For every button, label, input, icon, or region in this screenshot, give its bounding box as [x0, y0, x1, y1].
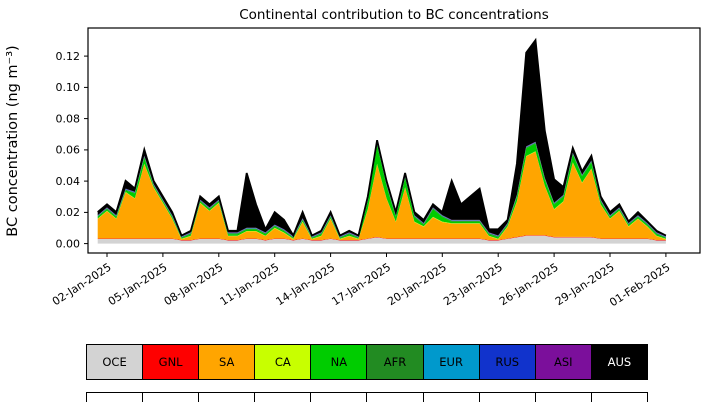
legend: OCE GNL SA CA NA AFR EUR RUS ASI AUS [86, 344, 648, 380]
y-tick-label: 0.06 [56, 144, 81, 157]
area-series-SA [97, 151, 666, 240]
legend-label-EUR: EUR [439, 355, 463, 369]
area-series-GNL [97, 235, 666, 241]
legend-row2-cell [590, 392, 648, 402]
legend-label-AFR: AFR [383, 355, 407, 369]
legend-row2-cell [422, 392, 480, 402]
legend-item-AUS: AUS [590, 344, 648, 380]
legend-label-GNL: GNL [158, 355, 183, 369]
legend-item-AFR: AFR [366, 344, 424, 380]
chart-title: Continental contribution to BC concentra… [239, 7, 549, 23]
y-tick-label: 0.02 [56, 206, 81, 219]
area-series-OCE [97, 235, 666, 244]
legend-item-RUS: RUS [478, 344, 536, 380]
legend-item-SA: SA [198, 344, 256, 380]
x-tick-label: 02-Jan-2025 [50, 261, 114, 309]
legend-label-RUS: RUS [495, 355, 520, 369]
legend-item-CA: CA [254, 344, 312, 380]
y-tick-label: 0.12 [56, 50, 81, 63]
legend-label-SA: SA [219, 355, 235, 369]
total-envelope-line [97, 37, 667, 238]
y-axis-label: BC concentration (ng m⁻³) [5, 45, 21, 237]
x-tick-label: 26-Jan-2025 [497, 261, 561, 309]
x-tick-label: 14-Jan-2025 [274, 261, 338, 309]
legend-label-NA: NA [330, 355, 348, 369]
legend-item-EUR: EUR [422, 344, 480, 380]
legend-row2-cell [478, 392, 536, 402]
y-tick-label: 0.00 [56, 237, 81, 250]
legend-row2-cell [198, 392, 256, 402]
legend-row2-cell [534, 392, 592, 402]
legend-item-GNL: GNL [142, 344, 200, 380]
y-tick-label: 0.08 [56, 112, 81, 125]
x-tick-label: 01-Feb-2025 [607, 261, 672, 310]
x-tick-label: 11-Jan-2025 [218, 261, 282, 309]
legend-label-ASI: ASI [554, 355, 573, 369]
plot-border [87, 27, 701, 254]
legend-second-row-clipped [86, 392, 648, 402]
area-series-NA [97, 143, 666, 239]
x-tick-label: 29-Jan-2025 [553, 261, 617, 309]
legend-item-NA: NA [310, 344, 368, 380]
y-tick-label: 0.04 [56, 175, 81, 188]
y-tick-label: 0.10 [56, 81, 81, 94]
legend-label-AUS: AUS [607, 355, 632, 369]
legend-row2-cell [254, 392, 312, 402]
x-tick-label: 17-Jan-2025 [329, 261, 393, 309]
legend-row2-cell [366, 392, 424, 402]
legend-label-OCE: OCE [102, 355, 127, 369]
stacked-area-chart: 0.000.020.040.060.080.100.1202-Jan-20250… [50, 27, 701, 310]
legend-item-OCE: OCE [86, 344, 144, 380]
x-tick-label: 08-Jan-2025 [162, 261, 226, 309]
legend-row2-cell [142, 392, 200, 402]
legend-row2-cell [86, 392, 144, 402]
legend-row2-cell [310, 392, 368, 402]
x-tick-label: 23-Jan-2025 [441, 261, 505, 309]
legend-item-ASI: ASI [534, 344, 592, 380]
legend-label-CA: CA [274, 355, 291, 369]
x-tick-label: 20-Jan-2025 [385, 261, 449, 309]
x-tick-label: 05-Jan-2025 [106, 261, 170, 309]
